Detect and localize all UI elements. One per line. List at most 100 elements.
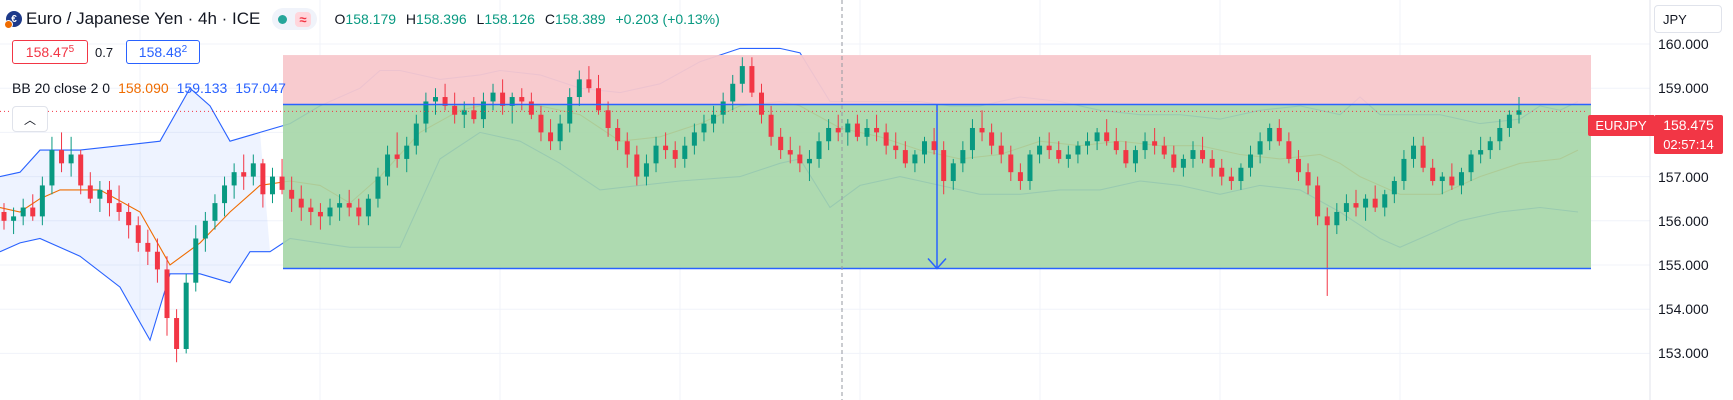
sell-price-button[interactable]: 158.47 5	[12, 40, 88, 64]
candle-body	[1085, 141, 1091, 146]
candle-body	[30, 207, 36, 217]
candle	[720, 92, 726, 124]
candle-body	[1248, 154, 1254, 168]
market-status-pill[interactable]: ≈	[272, 8, 317, 30]
euro-flag-icon: €	[4, 11, 22, 29]
collapse-legend-button[interactable]: ︿	[12, 106, 48, 132]
candle	[365, 194, 371, 226]
candle	[691, 123, 697, 155]
candle-body	[490, 92, 496, 102]
candle-body	[145, 242, 151, 252]
candle-body	[768, 114, 774, 137]
candle-body	[663, 145, 669, 151]
candle	[154, 238, 160, 283]
candle	[1286, 132, 1292, 164]
candle	[1209, 150, 1215, 177]
candle	[912, 150, 918, 173]
candle	[1104, 119, 1110, 146]
candle-body	[979, 127, 985, 133]
candle	[1248, 145, 1254, 177]
candle-body	[548, 132, 554, 142]
candle-body	[759, 92, 764, 115]
candle-body	[1046, 145, 1052, 151]
candle-body	[538, 114, 544, 133]
candle	[1037, 136, 1043, 164]
candle	[1497, 119, 1503, 151]
candle	[222, 176, 228, 217]
candle	[164, 256, 170, 336]
data-delay-icon[interactable]: ≈	[295, 11, 311, 27]
candle-body	[154, 251, 160, 270]
candle	[950, 158, 956, 190]
candle-body	[480, 101, 486, 120]
candle	[586, 66, 592, 93]
candle-body	[969, 127, 975, 151]
candle	[1315, 176, 1321, 226]
candle-body	[327, 207, 333, 217]
candle	[1478, 136, 1484, 164]
candle-body	[471, 110, 477, 120]
candle	[864, 119, 870, 146]
candle-body	[1104, 132, 1110, 142]
candle-body	[1190, 150, 1196, 159]
currency-selector[interactable]: JPY	[1654, 5, 1722, 33]
buy-price-button[interactable]: 158.48 2	[126, 40, 200, 64]
candle	[250, 154, 256, 186]
candle	[1056, 141, 1062, 164]
candle-body	[672, 150, 678, 159]
candle-body	[1056, 150, 1062, 159]
candle	[1008, 145, 1014, 182]
candle	[1295, 150, 1301, 182]
last-price-value: 158.475	[1663, 116, 1714, 133]
candle-body	[989, 132, 995, 146]
candle-body	[346, 203, 352, 208]
candle	[1487, 136, 1493, 159]
candle	[327, 198, 333, 226]
symbol-title[interactable]: Euro / Japanese Yen · 4h · ICE	[26, 9, 261, 28]
candle	[653, 136, 659, 173]
candle	[960, 141, 966, 173]
candle-body	[1382, 194, 1388, 208]
candle-body	[787, 150, 793, 155]
candle-body	[289, 189, 295, 199]
candle	[1161, 136, 1167, 159]
candle	[845, 119, 851, 146]
candle-body	[20, 207, 26, 217]
candle	[1430, 158, 1436, 186]
candle	[1075, 141, 1081, 164]
candle-body	[413, 123, 419, 146]
candle-body	[1132, 150, 1138, 164]
candle	[605, 101, 611, 137]
candle-body	[269, 176, 275, 195]
candle	[413, 114, 419, 155]
candle	[202, 211, 208, 252]
candle-body	[845, 123, 851, 133]
candle	[969, 119, 975, 159]
candle-body	[1075, 145, 1081, 155]
candle-body	[854, 123, 860, 137]
candle-body	[260, 163, 266, 195]
candle-body	[385, 154, 391, 177]
candle	[749, 57, 755, 98]
candle-body	[1017, 172, 1023, 182]
candle-body	[1267, 127, 1273, 142]
indicator-legend[interactable]: BB 20 close 2 0 158.090 159.133 157.047	[12, 80, 286, 96]
candle-body	[1343, 203, 1349, 212]
candle	[826, 119, 832, 151]
candle-body	[797, 154, 803, 164]
bar-countdown: 02:57:14	[1663, 136, 1714, 152]
arrow-down-icon	[927, 258, 947, 270]
candle-body	[1219, 167, 1225, 177]
candle-body	[126, 211, 132, 226]
candle-body	[1487, 141, 1493, 151]
candle-body	[1506, 114, 1512, 128]
candle-body	[1113, 141, 1119, 151]
candle	[1506, 110, 1512, 137]
chevron-up-icon: ︿	[23, 112, 36, 127]
candle	[1152, 127, 1158, 155]
candle	[452, 92, 458, 124]
candle	[806, 150, 812, 182]
candle	[1439, 172, 1445, 195]
candle	[1372, 185, 1378, 212]
